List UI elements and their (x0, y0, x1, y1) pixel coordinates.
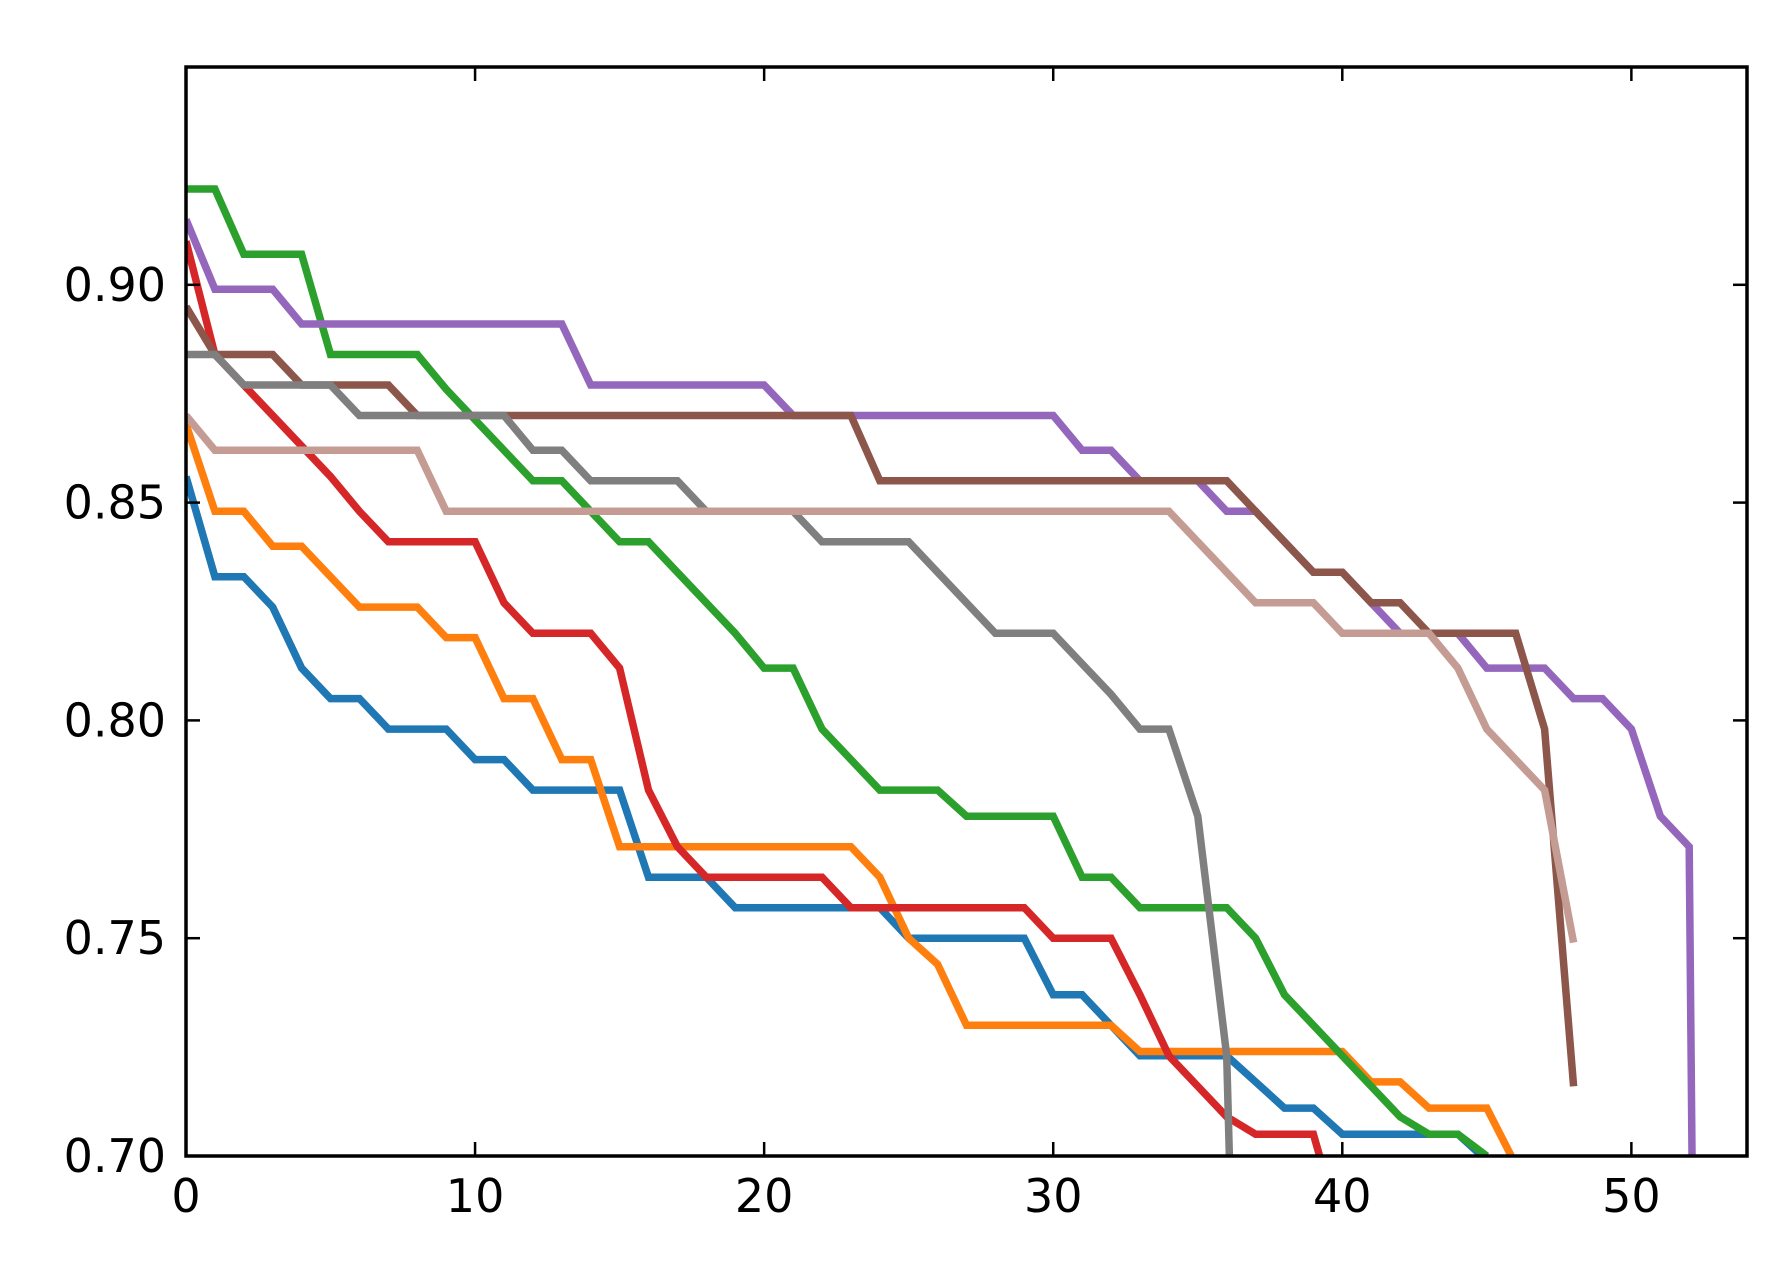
y-tick-label: 0.75 (64, 911, 166, 965)
y-tick-label: 0.90 (64, 258, 166, 312)
axes-frame (184, 65, 1749, 1158)
tick-label-layer: 0 10 20 30 40 50 0.70 0.75 0.80 0.85 0.90 (64, 258, 1661, 1223)
x-tick-label: 0 (171, 1169, 200, 1223)
series-line-5 (186, 218, 1696, 1156)
series-layer (186, 185, 1696, 1156)
tick-layer (184, 67, 1747, 1158)
x-tick-label: 50 (1602, 1169, 1661, 1223)
series-line-2 (186, 423, 1516, 1156)
x-tick-label: 20 (735, 1169, 794, 1223)
series-line-4 (186, 240, 1324, 1156)
y-tick-label: 0.85 (64, 476, 166, 530)
series-line-8 (186, 413, 1578, 944)
x-tick-label: 40 (1313, 1169, 1372, 1223)
x-tick-label: 30 (1024, 1169, 1083, 1223)
y-tick-label: 0.80 (64, 693, 166, 747)
x-tick-label: 10 (446, 1169, 505, 1223)
series-line-3 (186, 185, 1490, 1156)
y-tick-label: 0.70 (64, 1129, 166, 1183)
series-line-1 (186, 475, 1488, 1156)
